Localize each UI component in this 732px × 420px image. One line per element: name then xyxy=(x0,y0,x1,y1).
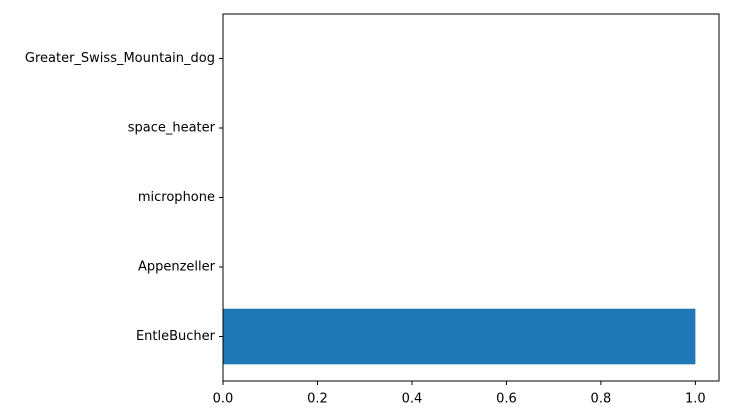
y-tick-label: Appenzeller xyxy=(138,260,216,275)
x-tick-label: 0.4 xyxy=(402,392,423,407)
plot-area: 0.0 0.2 0.4 0.6 0.8 1.0 EntleBucher Appenzeller… xyxy=(25,51,706,407)
y-tick-label: microphone xyxy=(138,190,215,205)
bar xyxy=(223,308,696,365)
x-tick-label: 0.0 xyxy=(213,392,234,407)
y-tick-label: Greater_Swiss_Mountain_dog xyxy=(25,51,215,66)
axes-frame xyxy=(222,13,720,382)
y-tick-label: space_heater xyxy=(128,120,216,135)
y-tick-label: EntleBucher xyxy=(136,329,216,344)
x-tick-label: 0.6 xyxy=(496,392,517,407)
x-tick-label: 1.0 xyxy=(685,392,706,407)
x-tick-label: 0.8 xyxy=(591,392,612,407)
x-tick-label: 0.2 xyxy=(307,392,328,407)
